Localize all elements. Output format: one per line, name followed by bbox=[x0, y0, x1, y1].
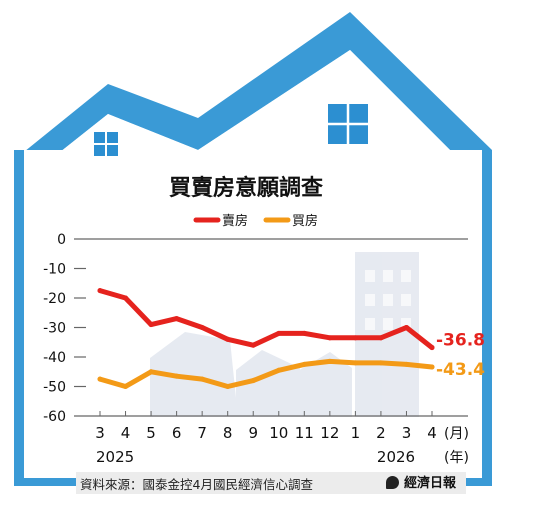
window-right-icon bbox=[328, 104, 368, 144]
data-point bbox=[327, 358, 333, 364]
data-point bbox=[403, 361, 409, 367]
chart-axes: 0 -10 -20 -30 -40 -50 -60 bbox=[43, 232, 468, 425]
brand-mark-icon bbox=[386, 476, 399, 489]
data-point bbox=[250, 378, 256, 384]
data-point bbox=[403, 325, 409, 330]
year-unit-label: (年) bbox=[444, 450, 469, 466]
data-point bbox=[123, 384, 129, 389]
data-point bbox=[327, 335, 333, 341]
window-left-icon bbox=[94, 132, 118, 156]
y-tick-label: -20 bbox=[43, 291, 66, 307]
data-point bbox=[148, 369, 154, 375]
x-tick-label: 3 bbox=[95, 424, 105, 442]
source-bar bbox=[76, 472, 466, 494]
end-value-label: -43.4 bbox=[436, 360, 485, 380]
x-tick-label: 9 bbox=[248, 424, 258, 442]
data-point bbox=[250, 342, 256, 348]
series-line-sell bbox=[97, 288, 435, 351]
data-point bbox=[225, 384, 231, 389]
x-tick-label: 5 bbox=[146, 424, 156, 442]
x-tick-label: 10 bbox=[269, 424, 288, 442]
data-point bbox=[301, 361, 307, 367]
legend-label-buy: 買房 bbox=[292, 213, 318, 229]
x-tick-label: 12 bbox=[320, 424, 339, 442]
data-point bbox=[123, 295, 129, 301]
y-tick-label: -50 bbox=[43, 380, 66, 396]
legend: 賣房 買房 bbox=[193, 213, 318, 229]
end-value-label: -36.8 bbox=[436, 331, 485, 351]
chart-series: -36.8 -43.4 bbox=[97, 288, 485, 389]
y-tick-label: -40 bbox=[43, 350, 66, 366]
x-tick-label: 2 bbox=[376, 424, 386, 442]
year-label: 2026 bbox=[377, 448, 415, 466]
data-point bbox=[352, 360, 358, 366]
data-point bbox=[148, 322, 154, 328]
x-axis-labels: 3 4 5 6 7 8 9 10 11 12 1 2 3 4 (月)2025 2026 (年) bbox=[95, 424, 469, 466]
source-label: 資料來源：國泰金控4月國民經濟信心調查 bbox=[80, 477, 313, 492]
y-tick-label: -60 bbox=[43, 409, 66, 425]
data-point bbox=[429, 364, 435, 370]
x-unit-label: (月) bbox=[444, 426, 469, 442]
data-point bbox=[199, 376, 205, 382]
data-point bbox=[199, 325, 205, 330]
data-point bbox=[301, 330, 307, 336]
data-point bbox=[97, 288, 103, 294]
data-point bbox=[378, 360, 384, 366]
chart-title: 買賣房意願調查 bbox=[169, 175, 323, 201]
data-point bbox=[174, 316, 180, 322]
x-tick-label: 7 bbox=[197, 424, 207, 442]
data-point bbox=[352, 335, 358, 341]
data-point bbox=[97, 376, 103, 382]
y-tick-label: -30 bbox=[43, 321, 66, 337]
data-point bbox=[174, 373, 180, 379]
x-tick-label: 4 bbox=[427, 424, 437, 442]
x-tick-label: 6 bbox=[172, 424, 182, 442]
data-point bbox=[429, 345, 435, 351]
series-line-buy bbox=[97, 358, 435, 389]
legend-label-sell: 賣房 bbox=[222, 213, 248, 229]
year-label: 2025 bbox=[96, 448, 134, 466]
y-tick-label: 0 bbox=[57, 232, 66, 248]
x-tick-label: 1 bbox=[351, 424, 361, 442]
x-tick-label: 4 bbox=[121, 424, 131, 442]
y-tick-label: -10 bbox=[43, 262, 66, 278]
data-point bbox=[378, 335, 384, 341]
x-tick-label: 8 bbox=[223, 424, 233, 442]
brand-logo: 經濟日報 bbox=[386, 472, 456, 491]
data-point bbox=[225, 336, 231, 342]
brand-name: 經濟日報 bbox=[404, 476, 457, 491]
x-tick-label: 3 bbox=[402, 424, 412, 442]
data-point bbox=[276, 330, 282, 336]
x-tick-label: 11 bbox=[295, 424, 314, 442]
data-point bbox=[276, 367, 282, 373]
